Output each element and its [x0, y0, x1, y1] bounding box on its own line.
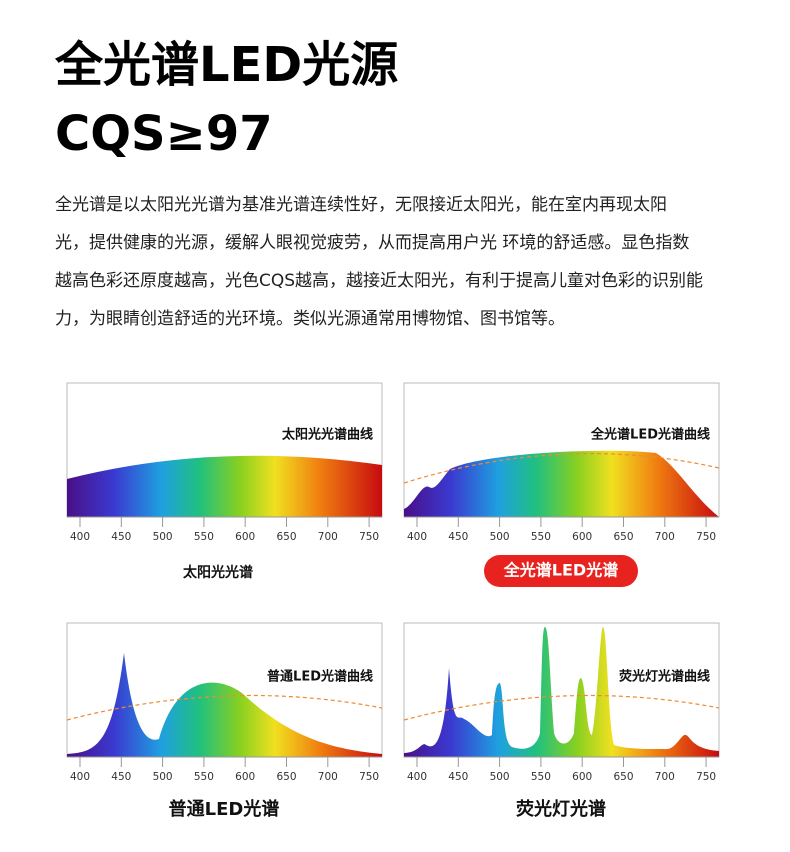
axis-tick-label: 750	[696, 531, 716, 543]
paragraph-line: 全光谱是以太阳光光谱为基准光谱连续性好，无限接近太阳光，能在室内再现太阳	[55, 195, 667, 215]
axis-tick-label: 450	[448, 771, 468, 783]
curve-label: 全光谱LED光谱曲线	[590, 427, 710, 443]
axis-tick-label: 750	[359, 771, 379, 783]
curve-label: 荧光灯光谱曲线	[619, 669, 710, 685]
axis-tick-label: 600	[235, 531, 255, 543]
axis-tick-label: 650	[276, 771, 296, 783]
axis-tick-label: 400	[407, 531, 427, 543]
axis-tick-label: 750	[359, 531, 379, 543]
spectrum-curve	[67, 653, 382, 757]
axis-tick-label: 750	[696, 771, 716, 783]
paragraph-line: 越高色彩还原度越高，光色CQS越高，越接近太阳光，有利于提高儿童对色彩的识别能	[55, 271, 703, 291]
axis-tick-label: 600	[572, 771, 592, 783]
sun-reference-curve	[403, 694, 720, 721]
axis-tick-label: 700	[655, 771, 675, 783]
spectrum-panel: 普通LED光谱曲线 400 450 500 550 600 650 700 750	[66, 622, 383, 783]
spectrum-panel: 全光谱LED光谱曲线 400 450 500 550 600 650 700 750	[403, 382, 720, 543]
axis-tick-label: 650	[276, 531, 296, 543]
caption: 全光谱LED光谱	[503, 561, 618, 580]
title: 全光谱LED光源	[54, 37, 398, 93]
caption-highlight	[484, 555, 638, 587]
axis-tick-label: 650	[613, 771, 633, 783]
axis-tick-label: 550	[531, 531, 551, 543]
spectrum-curve	[404, 627, 719, 757]
axis-tick-label: 400	[407, 771, 427, 783]
axis-tick-label: 550	[194, 531, 214, 543]
axis-tick-label: 650	[613, 531, 633, 543]
spectrum-curve	[404, 450, 719, 517]
curve-label: 太阳光光谱曲线	[281, 427, 373, 443]
paragraph-line: 光，提供健康的光源，缓解人眼视觉疲劳，从而提高用户光 环境的舒适感。显色指数	[55, 233, 689, 253]
axis-tick-label: 500	[490, 531, 510, 543]
axis-tick-label: 500	[490, 771, 510, 783]
axis-tick-label: 600	[572, 531, 592, 543]
axis-tick-label: 450	[448, 531, 468, 543]
axis-tick-label: 400	[70, 531, 90, 543]
paragraph-line: 力，为眼睛创造舒适的光环境。类似光源通常用博物馆、图书馆等。	[55, 309, 565, 329]
sun-reference-curve	[66, 694, 383, 721]
sun-reference-curve	[403, 453, 720, 484]
subtitle: CQS≥97	[55, 106, 273, 162]
curve-label: 普通LED光谱曲线	[267, 669, 373, 685]
axis-tick-label: 700	[318, 531, 338, 543]
caption: 普通LED光谱	[169, 798, 280, 820]
axis-tick-label: 600	[235, 771, 255, 783]
axis-tick-label: 550	[194, 771, 214, 783]
axis-tick-label: 450	[111, 771, 131, 783]
spectrum-panel: 太阳光光谱曲线 400 450 500 550 600 650 700 750	[66, 382, 383, 543]
axis-tick-label: 450	[111, 531, 131, 543]
axis-tick-label: 550	[531, 771, 551, 783]
spectrum-curve	[67, 455, 382, 517]
axis-tick-label: 700	[655, 531, 675, 543]
axis-tick-label: 500	[153, 531, 173, 543]
axis-tick-label: 400	[70, 771, 90, 783]
axis-tick-label: 500	[153, 771, 173, 783]
caption: 太阳光光谱	[183, 564, 253, 581]
caption: 荧光灯光谱	[516, 798, 606, 820]
axis-tick-label: 700	[318, 771, 338, 783]
spectrum-panel: 荧光灯光谱曲线 400 450 500 550 600 650 700 750	[403, 622, 720, 783]
